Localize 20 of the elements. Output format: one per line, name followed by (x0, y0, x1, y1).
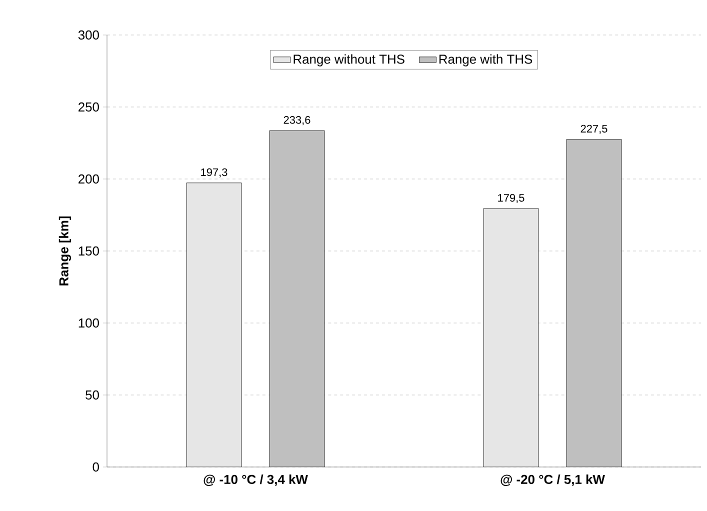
data-label: 227,5 (580, 124, 608, 134)
bar (269, 130, 325, 467)
y-tick-label: 300 (78, 30, 99, 40)
y-axis-title: Range [km] (58, 216, 72, 286)
data-label: 197,3 (201, 168, 228, 178)
y-tick-label: 200 (78, 174, 99, 184)
bar (186, 182, 242, 467)
data-label: 179,5 (498, 194, 524, 204)
y-tick-label: 150 (78, 246, 99, 256)
y-tick-label: 0 (92, 462, 99, 472)
bar (483, 208, 539, 467)
x-tick-label: @ -20 °C / 5,1 kW (500, 474, 605, 486)
y-tick-label: 250 (78, 102, 99, 112)
legend-label: Range with THS (439, 54, 532, 66)
legend-label: Range without THS (294, 54, 404, 66)
x-tick-label: @ -10 °C / 3,4 kW (204, 474, 308, 486)
data-label: 233,6 (284, 116, 310, 126)
y-tick-label: 100 (78, 318, 99, 328)
bar (566, 139, 622, 467)
y-tick-label: 50 (86, 390, 99, 400)
